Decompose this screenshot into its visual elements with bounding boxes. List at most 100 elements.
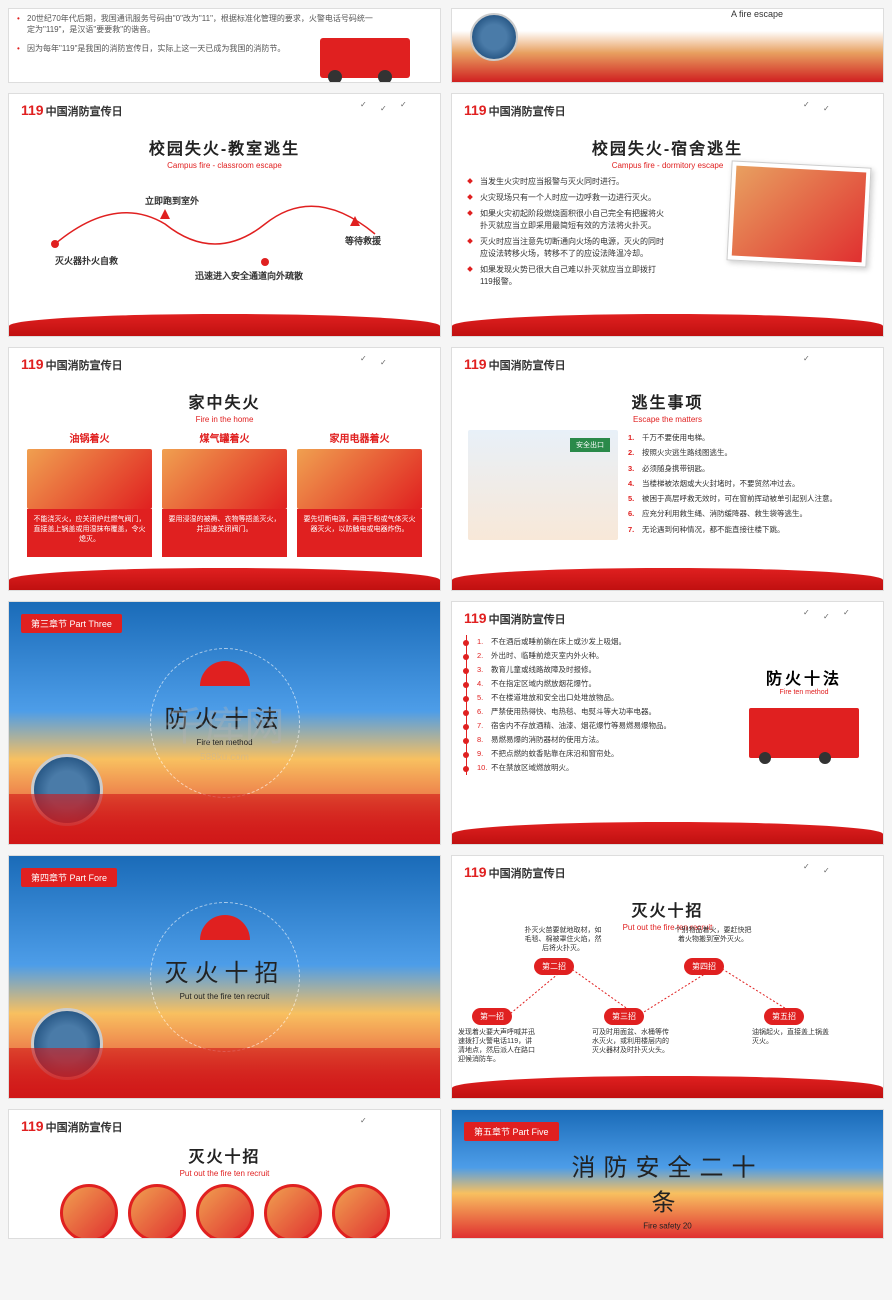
red-wave-decoration (452, 1076, 883, 1098)
col-header: 家用电器着火 (297, 430, 422, 445)
red-wave-decoration (452, 822, 883, 844)
slide-title: 校园失火-宿舍逃生 (452, 135, 883, 159)
part-tag: 第四章节 Part Fore (21, 868, 117, 887)
header-sub: 中国消防宣传日 (489, 865, 566, 881)
panel-title-en: Fire ten method (739, 689, 869, 696)
escape-path-diagram: 灭火器扑火自救 立即跑到室外 迅速进入安全通道向外疏散 等待救援 (35, 174, 415, 294)
circle-icon (60, 1184, 118, 1239)
panel-title: 防火十法 (739, 665, 869, 689)
col: 油锅着火不能浇灭火，应关闭炉灶燃气阀门，直接盖上锅盖或用湿抹布覆盖，令火熄灭。 (27, 430, 152, 557)
col: 家用电器着火要先切断电源，再用干粉或气体灭火器灭火，以防触电或电器炸伤。 (297, 430, 422, 557)
col-text: 要用浸湿的被褥、衣物等捂盖灭火，并迅速关闭阀门。 (162, 509, 287, 557)
list-item: 被困于高层呼救无效时，可在窗前挥动被单引起别人注意。 (628, 491, 867, 506)
right-panel: 防火十法 Fire ten method (739, 635, 869, 775)
header-sub: 中国消防宣传日 (489, 611, 566, 627)
slide-frag-2: A fire escape (451, 8, 884, 83)
escape-illustration: 安全出口 (468, 430, 618, 540)
fire-badge-icon (470, 13, 518, 61)
list-item: 千万不要使用电梯。 (628, 430, 867, 445)
list-item: 严禁使用热得快、电热毯、电熨斗等大功率电器。 (477, 705, 731, 719)
frag-title: A fire escape (731, 9, 783, 19)
red-wave-decoration (452, 568, 883, 590)
col-text: 要先切断电源，再用干粉或气体灭火器灭火，以防触电或电器炸伤。 (297, 509, 422, 557)
fire-truck-icon (749, 708, 859, 758)
slide-home-fire: 119中国消防宣传日 ✓✓ 家中失火Fire in the home 油锅着火不… (8, 347, 441, 591)
slide-classroom-escape: 119中国消防宣传日 ✓✓✓ 校园失火-教室逃生Campus fire - cl… (8, 93, 441, 337)
slide-escape-matters: 119中国消防宣传日 ✓ 逃生事项Escape the matters 安全出口… (451, 347, 884, 591)
header-sub: 中国消防宣传日 (46, 103, 123, 119)
skyline-decoration (9, 1048, 440, 1098)
header-119: 119 (464, 610, 487, 626)
header-sub: 中国消防宣传日 (489, 357, 566, 373)
slide-title: 灭火十招 (452, 897, 883, 921)
slide-dormitory-escape: 119中国消防宣传日 ✓✓ 校园失火-宿舍逃生Campus fire - dor… (451, 93, 884, 337)
list-item: 按照火灾逃生路线图逃生。 (628, 445, 867, 460)
circle-icon (128, 1184, 186, 1239)
list-item: 外出时、临睡前熄灭室内外火种。 (477, 649, 731, 663)
list-item: 灭火时应当注意先切断通向火场的电源，灭火的同时应设法转移火场，转移不了的应设法降… (468, 234, 666, 262)
node: 第三招 (604, 1008, 644, 1025)
node-text: 发现着火要大声呼喊并迅速拨打火警电话119，讲清地点，然后派人在路口迎候消防车。 (458, 1028, 536, 1064)
slide-title-en: Campus fire - classroom escape (9, 161, 440, 170)
birds-icon: ✓✓ (360, 354, 420, 374)
bullet-list: 当发生火灾时应当报警与灭火同时进行。 火灾现场只有一个人时应一边呼救一边进行灭火… (452, 170, 682, 294)
slide-cover-part4: 第四章节 Part Fore 灭火十招Put out the fire ten … (8, 855, 441, 1099)
part-tag: 第三章节 Part Three (21, 614, 122, 633)
numbered-list: 千万不要使用电梯。 按照火灾逃生路线图逃生。 必须随身携带钥匙。 当楼梯被浓烟或… (628, 430, 867, 540)
red-wave-decoration (9, 314, 440, 336)
birds-icon: ✓✓ (803, 862, 863, 882)
slide-ten-recruit: 119中国消防宣传日 ✓✓ 灭火十招Put out the fire ten r… (451, 855, 884, 1099)
circle-icon (196, 1184, 254, 1239)
header-sub: 中国消防宣传日 (46, 1119, 123, 1135)
node: 第四招 (684, 958, 724, 975)
list-item: 教育儿童或线路故障及时报修。 (477, 663, 731, 677)
node-text: 可及时用面盆、水桶等传水灭火，或利用楼层内的灭火器材及时扑灭火头。 (592, 1028, 670, 1055)
header-sub: 中国消防宣传日 (46, 357, 123, 373)
cover-title: 防火十法 (165, 699, 285, 734)
cover-title-en: Put out the fire ten recruit (165, 992, 285, 1001)
list-item: 不在指定区域内燃放烟花爆竹。 (477, 677, 731, 691)
list-item: 当发生火灾时应当报警与灭火同时进行。 (468, 174, 666, 190)
slide-title-en: Put out the fire ten recruit (9, 1169, 440, 1178)
zigzag-diagram: 第一招 第二招 第三招 第四招 第五招 发现着火要大声呼喊并迅速拨打火警电话11… (452, 936, 883, 1066)
header-sub: 中国消防宣传日 (489, 103, 566, 119)
slide-fire-ten-method: 119中国消防宣传日 ✓✓✓ 不在酒后或睡前躺在床上或沙发上吸烟。 外出时、临睡… (451, 601, 884, 845)
red-wave-decoration (9, 568, 440, 590)
list-item: 当楼梯被浓烟或大火封堵时，不要贸然冲过去。 (628, 476, 867, 491)
three-columns: 油锅着火不能浇灭火，应关闭炉灶燃气阀门，直接盖上锅盖或用湿抹布覆盖，令火熄灭。 … (9, 424, 440, 563)
circle-icon (332, 1184, 390, 1239)
node: 第二招 (534, 958, 574, 975)
skyline-decoration (9, 794, 440, 844)
birds-icon: ✓✓ (803, 100, 863, 120)
slide-frag-1: 20世纪70年代后期，我国通讯服务号码由"0"改为"11"，根据标准化管理的要求… (8, 8, 441, 83)
list-item: 不在酒后或睡前躺在床上或沙发上吸烟。 (477, 635, 731, 649)
col-text: 不能浇灭火，应关闭炉灶燃气阀门，直接盖上锅盖或用湿抹布覆盖，令火熄灭。 (27, 509, 152, 557)
cover-title-en: Fire safety 20 (560, 1222, 776, 1231)
birds-icon: ✓ (360, 1116, 420, 1136)
list-item: 不把点燃的蚊香贴靠在床沿和窗帘处。 (477, 747, 731, 761)
svg-text:迅速进入安全通道向外疏散: 迅速进入安全通道向外疏散 (195, 270, 304, 281)
node: 第五招 (764, 1008, 804, 1025)
bullet: 20世纪70年代后期，我国通讯服务号码由"0"改为"11"，根据标准化管理的要求… (9, 9, 440, 39)
svg-text:立即跑到室外: 立即跑到室外 (145, 195, 199, 206)
header-119: 119 (464, 356, 487, 372)
col-illustration (297, 449, 422, 509)
red-wave-decoration (452, 314, 883, 336)
slide-title: 校园失火-教室逃生 (9, 135, 440, 159)
exit-sign: 安全出口 (570, 438, 610, 452)
circle-row (9, 1178, 440, 1239)
list-item: 如果火灾初起阶段燃烧面积很小自己完全有把握将火扑灭就应当立即采用最简短有效的方法… (468, 206, 666, 234)
slide-title: 逃生事项 (452, 389, 883, 413)
photo-frame (726, 160, 871, 267)
slide-grid: 20世纪70年代后期，我国通讯服务号码由"0"改为"11"，根据标准化管理的要求… (0, 0, 892, 1247)
node-text: 个别物品着火，要赶快把着火物搬到室外灭火。 (674, 926, 752, 944)
cover-title-en: Fire ten method (165, 738, 285, 747)
header-119: 119 (464, 102, 487, 118)
svg-text:灭火器扑火自救: 灭火器扑火自救 (54, 255, 119, 266)
header-119: 119 (21, 356, 44, 372)
list-item: 应充分利用救生绳、消防缓降器、救生袋等逃生。 (628, 506, 867, 521)
firefighter-illustration (732, 166, 867, 263)
list-item: 不在楼道堆放和安全出口处堆放物品。 (477, 691, 731, 705)
slide-cover-part5: 第五章节 Part Five 消防安全二十条Fire safety 20 (451, 1109, 884, 1239)
svg-text:等待救援: 等待救援 (344, 235, 382, 246)
